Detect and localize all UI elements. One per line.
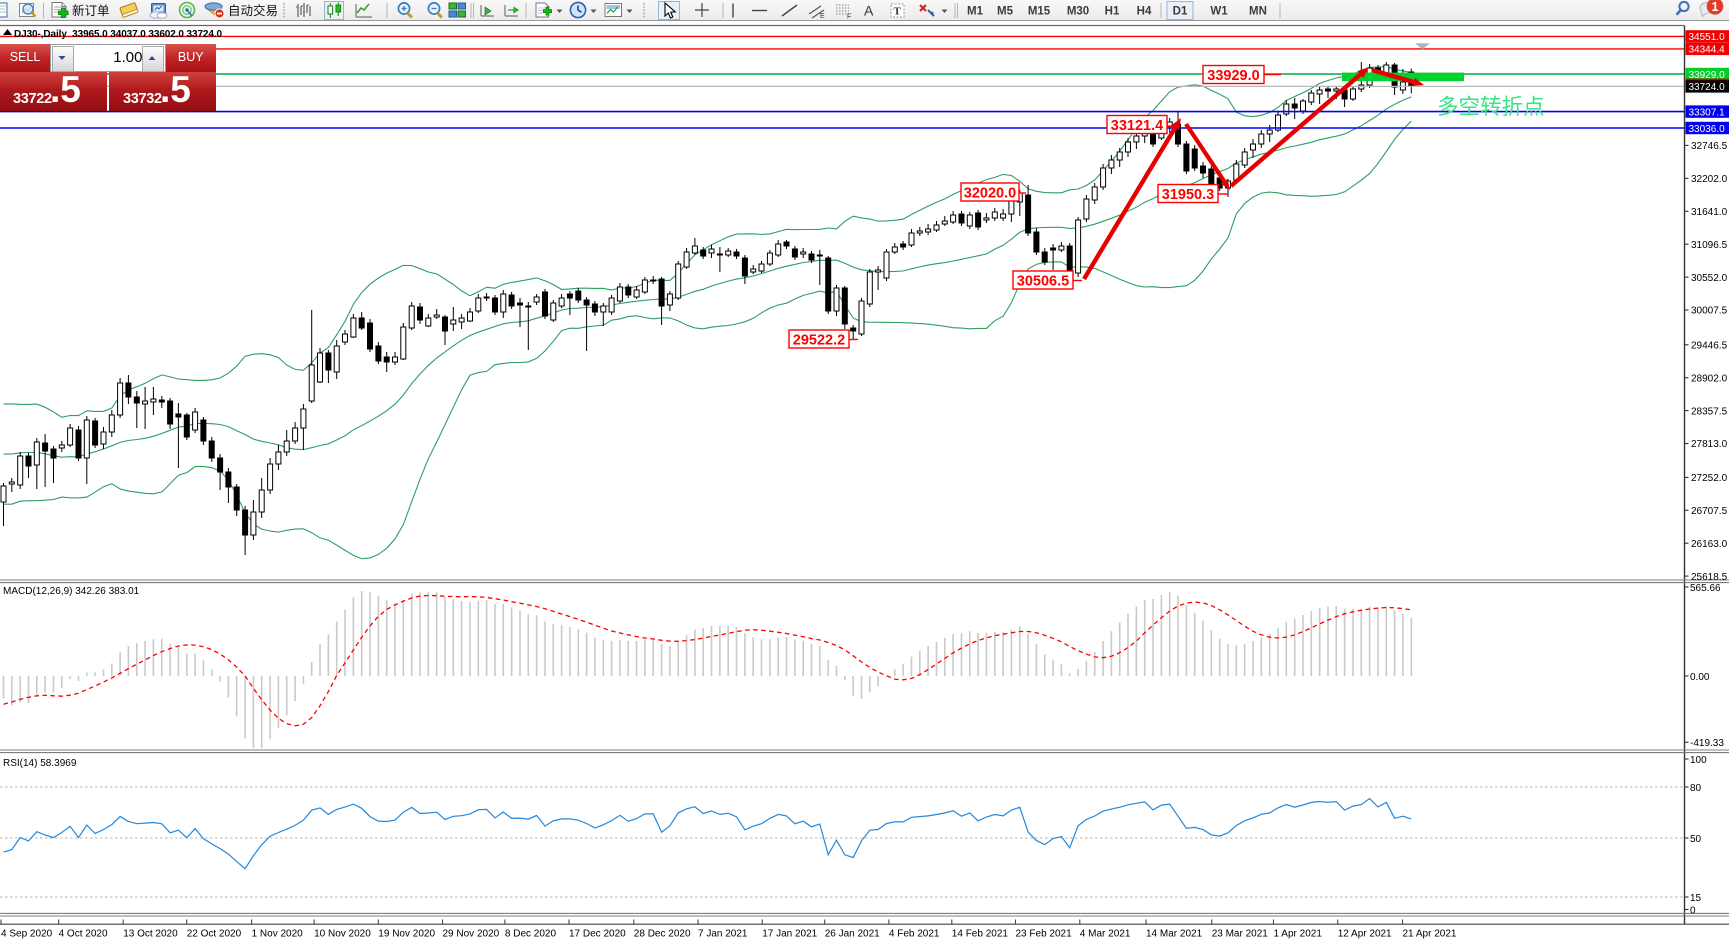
svg-text:17 Jan 2021: 17 Jan 2021 — [762, 929, 817, 940]
svg-text:14 Mar 2021: 14 Mar 2021 — [1146, 929, 1203, 940]
svg-text:T: T — [894, 6, 902, 18]
svg-text:0.00: 0.00 — [1690, 672, 1710, 683]
svg-text:30007.5: 30007.5 — [1691, 306, 1728, 317]
svg-text:100: 100 — [1690, 755, 1707, 766]
svg-text:34551.0: 34551.0 — [1689, 32, 1726, 43]
svg-text:23 Mar 2021: 23 Mar 2021 — [1212, 929, 1269, 940]
svg-text:F: F — [847, 14, 851, 21]
svg-text:D1: D1 — [1173, 6, 1188, 18]
svg-text:15: 15 — [1690, 893, 1702, 904]
svg-text:MN: MN — [1249, 6, 1267, 18]
svg-text:-419.33: -419.33 — [1690, 738, 1724, 749]
svg-text:26163.0: 26163.0 — [1691, 539, 1728, 550]
svg-text:50: 50 — [1690, 834, 1702, 845]
svg-text:A: A — [864, 3, 874, 19]
svg-text:32746.5: 32746.5 — [1691, 141, 1728, 152]
svg-text:1: 1 — [1712, 0, 1719, 14]
svg-text:27813.0: 27813.0 — [1691, 439, 1728, 450]
svg-text:13 Oct 2020: 13 Oct 2020 — [123, 929, 178, 940]
svg-text:33929.0: 33929.0 — [1207, 68, 1259, 84]
svg-text:30552.0: 30552.0 — [1691, 273, 1728, 284]
svg-text:多空转折点: 多空转折点 — [1437, 95, 1545, 119]
svg-text:25618.5: 25618.5 — [1691, 572, 1728, 583]
svg-text:10 Nov 2020: 10 Nov 2020 — [314, 929, 371, 940]
svg-text:4 Feb 2021: 4 Feb 2021 — [889, 929, 940, 940]
svg-text:MACD(12,26,9) 342.26 383.01: MACD(12,26,9) 342.26 383.01 — [3, 586, 140, 597]
svg-text:23 Feb 2021: 23 Feb 2021 — [1016, 929, 1073, 940]
svg-text:W1: W1 — [1210, 6, 1228, 18]
svg-text:21 Apr 2021: 21 Apr 2021 — [1403, 929, 1457, 940]
svg-text:4 Oct 2020: 4 Oct 2020 — [59, 929, 108, 940]
svg-text:M1: M1 — [967, 6, 984, 18]
svg-text:M30: M30 — [1067, 6, 1089, 18]
svg-text:26707.5: 26707.5 — [1691, 506, 1728, 517]
svg-text:19 Nov 2020: 19 Nov 2020 — [378, 929, 435, 940]
svg-text:31641.0: 31641.0 — [1691, 207, 1728, 218]
svg-text:12 Apr 2021: 12 Apr 2021 — [1338, 929, 1392, 940]
svg-text:27252.0: 27252.0 — [1691, 473, 1728, 484]
svg-text:32202.0: 32202.0 — [1691, 174, 1728, 185]
svg-text:33307.1: 33307.1 — [1689, 107, 1726, 118]
svg-text:4 Sep 2020: 4 Sep 2020 — [1, 929, 53, 940]
svg-text:29 Nov 2020: 29 Nov 2020 — [443, 929, 500, 940]
svg-text:34344.4: 34344.4 — [1689, 45, 1726, 56]
svg-text:33724.0: 33724.0 — [1689, 82, 1726, 93]
svg-text:22 Oct 2020: 22 Oct 2020 — [187, 929, 242, 940]
svg-text:33121.4: 33121.4 — [1111, 118, 1163, 134]
svg-text:M5: M5 — [997, 6, 1014, 18]
svg-text:28357.5: 28357.5 — [1691, 406, 1728, 417]
svg-text:31096.5: 31096.5 — [1691, 240, 1728, 251]
svg-text:28 Dec 2020: 28 Dec 2020 — [634, 929, 691, 940]
svg-text:32020.0: 32020.0 — [964, 186, 1016, 202]
svg-text:自动交易: 自动交易 — [228, 3, 278, 18]
svg-text:H4: H4 — [1137, 6, 1152, 18]
svg-text:28902.0: 28902.0 — [1691, 373, 1728, 384]
svg-text:80: 80 — [1690, 783, 1702, 794]
svg-text:17 Dec 2020: 17 Dec 2020 — [569, 929, 626, 940]
svg-text:29446.5: 29446.5 — [1691, 341, 1728, 352]
svg-text:14 Feb 2021: 14 Feb 2021 — [952, 929, 1009, 940]
svg-text:31950.3: 31950.3 — [1162, 187, 1214, 203]
svg-text:0: 0 — [1690, 905, 1696, 916]
svg-text:DJ30-,Daily 33965.0 34037.0 3: DJ30-,Daily 33965.0 34037.0 33602.0 3372… — [14, 29, 223, 40]
svg-text:M15: M15 — [1028, 6, 1051, 18]
svg-text:8 Dec 2020: 8 Dec 2020 — [505, 929, 557, 940]
svg-text:29522.2: 29522.2 — [793, 333, 845, 349]
svg-text:1 Apr 2021: 1 Apr 2021 — [1274, 929, 1323, 940]
svg-text:7 Jan 2021: 7 Jan 2021 — [698, 929, 748, 940]
svg-text:565.66: 565.66 — [1690, 583, 1721, 594]
svg-text:新订单: 新订单 — [72, 3, 110, 18]
svg-text:1 Nov 2020: 1 Nov 2020 — [252, 929, 304, 940]
svg-text:30506.5: 30506.5 — [1017, 274, 1069, 290]
svg-text:H1: H1 — [1105, 6, 1120, 18]
svg-text:26 Jan 2021: 26 Jan 2021 — [825, 929, 880, 940]
svg-text:RSI(14) 58.3969: RSI(14) 58.3969 — [3, 758, 77, 769]
svg-text:4 Mar 2021: 4 Mar 2021 — [1080, 929, 1131, 940]
svg-text:E: E — [820, 13, 825, 20]
svg-text:33036.0: 33036.0 — [1689, 124, 1726, 135]
svg-text:33929.0: 33929.0 — [1689, 70, 1726, 81]
